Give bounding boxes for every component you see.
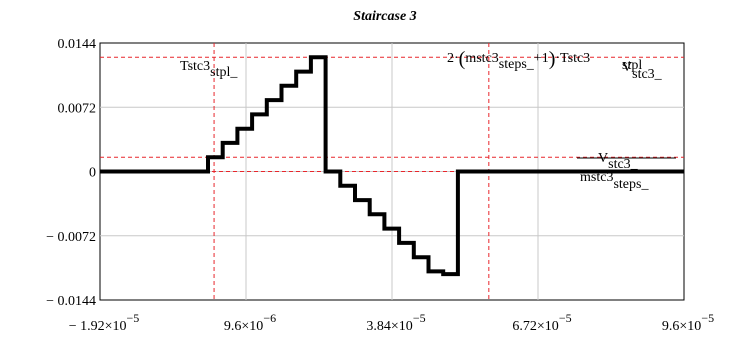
y-tick-label: 0.0144 <box>58 37 97 52</box>
series-group <box>100 55 684 277</box>
annotation-vert2: 2·(mstc3steps_+1)·Tstc3 <box>447 48 590 72</box>
chart-title: Staircase 3 <box>353 9 416 24</box>
x-tick-labels: − 1.92×10−5 9.6×10−6 3.84×10−5 6.72×10−5 9.6… <box>69 311 714 334</box>
y-tick-label: 0 <box>89 166 96 181</box>
y-tick-label: − 0.0072 <box>46 230 96 245</box>
y-tick-label: 0.0072 <box>58 101 97 116</box>
annotation-vert2-sub2: stpl <box>622 58 642 73</box>
y-tick-labels: 0.0144 0.0072 0 − 0.0072 − 0.0144 <box>46 37 96 309</box>
annotation-vert1: Tstc3stpl_ <box>180 59 238 80</box>
y-tick-label: − 0.0144 <box>46 294 96 309</box>
x-tick-label: 9.6×10−5 <box>662 311 714 334</box>
x-tick-label: − 1.92×10−5 <box>69 311 140 334</box>
series-line <box>100 55 684 277</box>
annotation-hline-top: Vstc3_ <box>622 60 663 82</box>
x-tick-label: 6.72×10−5 <box>512 311 571 334</box>
x-tick-label: 9.6×10−6 <box>224 311 276 334</box>
annotation-ratio-denominator: mstc3steps_ <box>580 170 649 192</box>
x-tick-label: 3.84×10−5 <box>366 311 425 334</box>
